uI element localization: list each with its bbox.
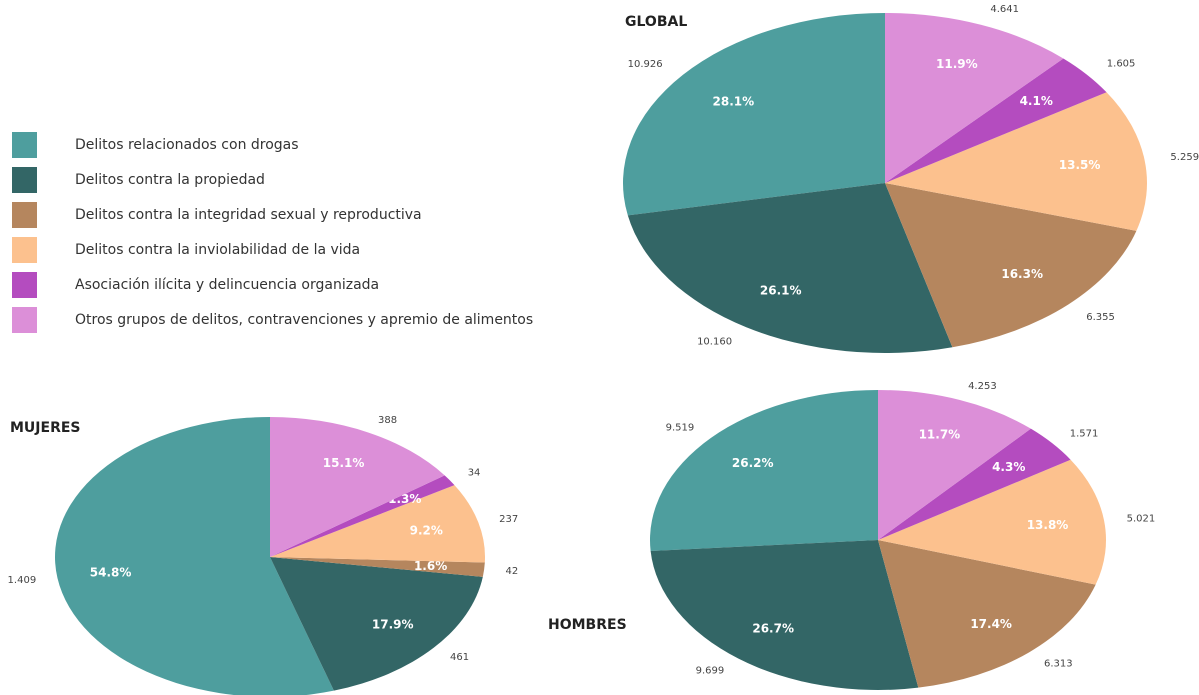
pie-slice: [878, 390, 1031, 540]
percentage-label: 17.9%: [372, 618, 414, 632]
legend-swatch: [12, 167, 37, 193]
value-label: 461: [450, 652, 469, 663]
percentage-label: 9.2%: [410, 524, 443, 538]
percentage-label: 13.5%: [1059, 158, 1101, 172]
legend-item: Otros grupos de delitos, contravenciones…: [12, 307, 572, 333]
value-label: 237: [499, 514, 518, 525]
value-label: 5.021: [1127, 513, 1156, 524]
value-label: 1.571: [1070, 429, 1099, 440]
pie-slice: [885, 13, 1064, 183]
legend-item: Delitos relacionados con drogas: [12, 132, 572, 158]
pie-slice: [270, 557, 485, 577]
percentage-label: 26.2%: [732, 456, 774, 470]
pie-slice: [650, 540, 919, 690]
value-label: 42: [506, 566, 519, 577]
legend-item: Delitos contra la propiedad: [12, 167, 572, 193]
legend-label: Otros grupos de delitos, contravenciones…: [75, 311, 534, 328]
value-label: 1.409: [8, 575, 37, 586]
value-label: 34: [468, 467, 481, 478]
legend-label: Delitos contra la inviolabilidad de la v…: [75, 241, 361, 258]
percentage-label: 15.1%: [323, 456, 365, 470]
percentage-label: 11.7%: [919, 428, 961, 442]
percentage-label: 11.9%: [936, 57, 978, 71]
percentage-label: 54.8%: [90, 565, 132, 579]
legend-item: Asociación ilícita y delincuencia organi…: [12, 272, 572, 298]
value-label: 10.926: [628, 59, 663, 70]
chart-title: MUJERES: [10, 420, 81, 436]
value-label: 10.160: [697, 337, 732, 348]
legend-label: Asociación ilícita y delincuencia organi…: [75, 276, 380, 293]
pie-slice: [650, 390, 878, 552]
pie-slice: [623, 13, 885, 216]
legend-swatch: [12, 237, 37, 263]
pie-slice: [270, 485, 485, 563]
legend-swatch: [12, 272, 37, 298]
value-label: 388: [378, 415, 397, 426]
pie-slice: [270, 417, 445, 557]
legend-swatch: [12, 132, 37, 158]
percentage-label: 4.3%: [992, 460, 1025, 474]
pie-slice: [885, 58, 1107, 184]
legend-label: Delitos contra la integridad sexual y re…: [75, 206, 422, 223]
percentage-label: 17.4%: [970, 617, 1012, 631]
legend: Delitos relacionados con drogas Delitos c…: [12, 132, 572, 342]
value-label: 9.699: [696, 665, 725, 676]
percentage-label: 4.1%: [1020, 94, 1053, 108]
pie-slice: [885, 92, 1148, 231]
pie-slice: [885, 183, 1137, 348]
pie-slice: [878, 428, 1071, 540]
legend-item: Delitos contra la integridad sexual y re…: [12, 202, 572, 228]
value-label: 4.641: [990, 4, 1019, 15]
pie-slice: [627, 183, 953, 353]
percentage-label: 26.1%: [760, 284, 802, 298]
legend-label: Delitos contra la propiedad: [75, 171, 265, 188]
chart-title: GLOBAL: [625, 14, 687, 30]
legend-swatch: [12, 202, 37, 228]
pie-slice: [55, 417, 334, 695]
legend-swatch: [12, 307, 37, 333]
pie-slice: [878, 459, 1107, 585]
percentage-label: 16.3%: [1001, 267, 1043, 281]
legend-label: Delitos relacionados con drogas: [75, 136, 299, 153]
percentage-label: 26.7%: [752, 621, 794, 635]
value-label: 4.253: [968, 381, 997, 392]
chart-title: HOMBRES: [548, 617, 627, 633]
percentage-label: 13.8%: [1027, 518, 1069, 532]
value-label: 6.355: [1086, 312, 1115, 323]
percentage-label: 28.1%: [713, 94, 755, 108]
pie-slice: [270, 475, 455, 557]
legend-item: Delitos contra la inviolabilidad de la v…: [12, 237, 572, 263]
pie-slice: [878, 540, 1096, 688]
value-label: 6.313: [1044, 659, 1073, 670]
pie-slice: [270, 557, 483, 691]
value-label: 5.259: [1170, 152, 1199, 163]
percentage-label: 1.6%: [414, 559, 447, 573]
value-label: 9.519: [666, 423, 695, 434]
value-label: 1.605: [1107, 59, 1136, 70]
